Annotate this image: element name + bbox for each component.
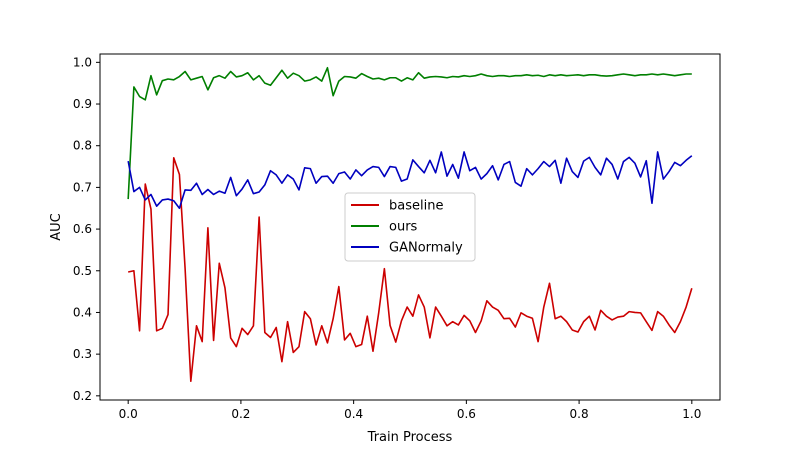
x-tick-label: 0.4 [344,407,363,421]
legend-box [344,192,476,262]
y-tick-label: 0.7 [73,180,92,194]
series-line-baseline [128,157,693,383]
legend-label: baseline [389,199,443,214]
y-tick-label: 0.3 [73,347,92,361]
x-tick-label: 0.8 [570,407,589,421]
plot-frame [99,53,721,401]
y-tick-label: 0.6 [73,222,92,236]
series-line-ganormaly [127,151,693,210]
y-tick-label: 1.0 [73,55,92,69]
y-tick-label: 0.5 [73,264,92,278]
y-axis-label: AUC [49,213,64,241]
y-tick-label: 0.2 [73,389,92,403]
x-tick-label: 0.6 [457,407,476,421]
x-axis: 0.0 0.2 0.4 0.6 0.8 1.0 [119,400,701,421]
series-layer [127,66,693,383]
y-tick-label: 0.8 [73,139,92,153]
x-tick-label: 0.2 [231,407,250,421]
legend-label: GANormaly [389,241,463,256]
legend: baseline ours GANormaly [344,192,476,262]
legend-label: ours [389,220,418,235]
x-tick-label: 0.0 [119,407,138,421]
y-axis: 0.2 0.3 0.4 0.5 0.6 0.7 0.8 0.9 1.0 [73,55,100,403]
x-axis-label: Train Process [367,430,453,445]
y-tick-label: 0.9 [73,97,92,111]
series-line-ours [127,66,692,200]
y-tick-label: 0.4 [73,305,92,319]
x-tick-label: 1.0 [682,407,701,421]
